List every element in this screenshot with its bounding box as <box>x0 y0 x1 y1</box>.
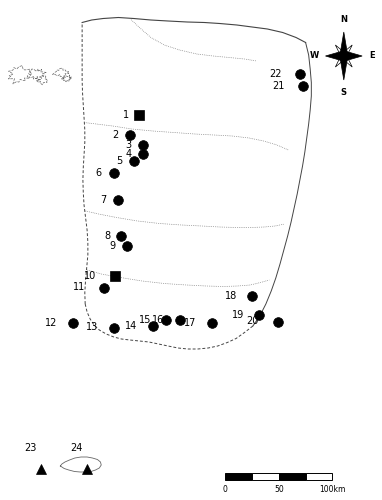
Bar <box>225 473 252 480</box>
Polygon shape <box>344 50 362 62</box>
Text: 14: 14 <box>125 321 138 331</box>
Polygon shape <box>325 50 344 62</box>
Text: 6: 6 <box>95 168 101 177</box>
Text: 100km: 100km <box>319 485 346 494</box>
Text: 24: 24 <box>70 443 83 453</box>
Text: 23: 23 <box>24 443 37 453</box>
Text: N: N <box>340 15 347 24</box>
Text: 11: 11 <box>73 282 86 292</box>
Text: 18: 18 <box>225 291 237 301</box>
Text: 15: 15 <box>139 315 151 325</box>
Text: 16: 16 <box>152 315 164 325</box>
Polygon shape <box>342 54 352 67</box>
Text: 21: 21 <box>272 81 284 91</box>
Polygon shape <box>340 32 348 56</box>
Text: 5: 5 <box>116 156 122 166</box>
Text: 50: 50 <box>274 485 284 494</box>
Bar <box>306 473 332 480</box>
Text: 9: 9 <box>109 241 115 251</box>
Text: 2: 2 <box>112 130 118 140</box>
Text: 19: 19 <box>231 310 244 320</box>
Text: 10: 10 <box>84 271 96 281</box>
Polygon shape <box>335 54 346 67</box>
Text: 1: 1 <box>123 110 129 120</box>
Text: 7: 7 <box>100 195 106 205</box>
Bar <box>279 473 306 480</box>
Text: E: E <box>369 52 375 60</box>
Polygon shape <box>340 56 348 80</box>
Text: 8: 8 <box>104 231 110 241</box>
Polygon shape <box>342 45 352 59</box>
Text: 17: 17 <box>185 318 197 328</box>
Text: 20: 20 <box>247 316 259 326</box>
Text: 22: 22 <box>269 69 282 79</box>
Text: 3: 3 <box>126 140 132 150</box>
Bar <box>252 473 279 480</box>
Text: S: S <box>341 88 347 97</box>
Text: W: W <box>309 52 319 60</box>
Text: 4: 4 <box>126 149 132 159</box>
Text: 12: 12 <box>45 318 57 328</box>
Text: 0: 0 <box>223 485 228 494</box>
Polygon shape <box>335 45 346 59</box>
Text: 13: 13 <box>86 322 99 332</box>
